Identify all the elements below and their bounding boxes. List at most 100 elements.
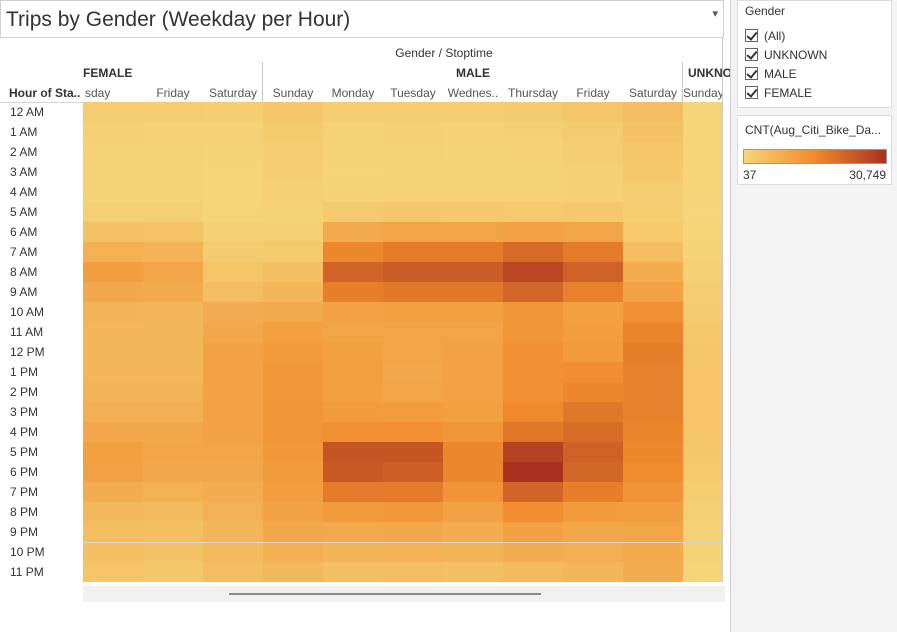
heatmap-cell[interactable]	[383, 462, 443, 482]
heatmap-cell[interactable]	[683, 102, 722, 122]
heatmap-cell[interactable]	[323, 422, 383, 442]
heatmap-cell[interactable]	[263, 282, 323, 302]
heatmap-cell[interactable]	[83, 142, 143, 162]
heatmap-cell[interactable]	[383, 262, 443, 282]
gender-filter-item[interactable]: (All)	[745, 29, 785, 46]
title-dropdown-icon[interactable]: ▾	[712, 8, 718, 20]
heatmap-cell[interactable]	[623, 202, 683, 222]
heatmap-cell[interactable]	[143, 502, 203, 522]
heatmap-cell[interactable]	[83, 462, 143, 482]
heatmap-cell[interactable]	[83, 262, 143, 282]
heatmap-cell[interactable]	[263, 302, 323, 322]
heatmap-cell[interactable]	[143, 382, 203, 402]
heatmap-cell[interactable]	[683, 482, 722, 502]
heatmap-cell[interactable]	[563, 402, 623, 422]
heatmap-cell[interactable]	[203, 442, 263, 462]
heatmap-cell[interactable]	[323, 142, 383, 162]
heatmap-cell[interactable]	[683, 262, 722, 282]
heatmap-cell[interactable]	[143, 322, 203, 342]
heatmap-cell[interactable]	[623, 462, 683, 482]
heatmap-cell[interactable]	[623, 562, 683, 582]
heatmap-cell[interactable]	[503, 282, 563, 302]
heatmap-cell[interactable]	[263, 122, 323, 142]
heatmap-cell[interactable]	[503, 342, 563, 362]
heatmap-cell[interactable]	[203, 142, 263, 162]
heatmap-cell[interactable]	[443, 222, 503, 242]
heatmap-cell[interactable]	[443, 522, 503, 542]
heatmap-cell[interactable]	[323, 102, 383, 122]
heatmap-cell[interactable]	[323, 362, 383, 382]
heatmap-cell[interactable]	[383, 502, 443, 522]
heatmap-cell[interactable]	[383, 342, 443, 362]
heatmap-cell[interactable]	[563, 142, 623, 162]
heatmap-cell[interactable]	[623, 422, 683, 442]
heatmap-cell[interactable]	[383, 542, 443, 562]
heatmap-cell[interactable]	[263, 442, 323, 462]
heatmap-cell[interactable]	[263, 322, 323, 342]
heatmap-cell[interactable]	[503, 442, 563, 462]
heatmap-cell[interactable]	[383, 282, 443, 302]
heatmap-cell[interactable]	[443, 462, 503, 482]
heatmap-cell[interactable]	[623, 362, 683, 382]
heatmap-cell[interactable]	[563, 442, 623, 462]
heatmap-cell[interactable]	[683, 362, 722, 382]
heatmap-cell[interactable]	[203, 162, 263, 182]
heatmap-cell[interactable]	[203, 482, 263, 502]
heatmap-cell[interactable]	[323, 202, 383, 222]
heatmap-cell[interactable]	[503, 142, 563, 162]
heatmap-cell[interactable]	[203, 222, 263, 242]
heatmap-cell[interactable]	[143, 202, 203, 222]
heatmap-cell[interactable]	[143, 562, 203, 582]
heatmap-cell[interactable]	[263, 422, 323, 442]
heatmap-cell[interactable]	[683, 162, 722, 182]
heatmap-cell[interactable]	[383, 102, 443, 122]
heatmap-cell[interactable]	[263, 162, 323, 182]
heatmap-cell[interactable]	[683, 342, 722, 362]
heatmap-cell[interactable]	[323, 482, 383, 502]
heatmap-cell[interactable]	[503, 502, 563, 522]
heatmap-cell[interactable]	[623, 382, 683, 402]
heatmap-cell[interactable]	[443, 182, 503, 202]
heatmap-cell[interactable]	[263, 382, 323, 402]
heatmap-cell[interactable]	[563, 282, 623, 302]
heatmap-cell[interactable]	[203, 242, 263, 262]
heatmap-cell[interactable]	[683, 142, 722, 162]
heatmap-cell[interactable]	[503, 242, 563, 262]
heatmap-cell[interactable]	[563, 462, 623, 482]
heatmap-cell[interactable]	[143, 522, 203, 542]
heatmap-cell[interactable]	[383, 202, 443, 222]
heatmap-cell[interactable]	[383, 562, 443, 582]
heatmap-cell[interactable]	[203, 302, 263, 322]
heatmap-cell[interactable]	[383, 162, 443, 182]
heatmap-cell[interactable]	[623, 222, 683, 242]
horizontal-scrollbar[interactable]	[83, 586, 725, 602]
heatmap-cell[interactable]	[563, 202, 623, 222]
heatmap-cell[interactable]	[83, 282, 143, 302]
heatmap-cell[interactable]	[263, 142, 323, 162]
heatmap-cell[interactable]	[383, 302, 443, 322]
heatmap-cell[interactable]	[683, 282, 722, 302]
checkbox-checked-icon[interactable]	[745, 86, 758, 99]
heatmap-cell[interactable]	[83, 322, 143, 342]
heatmap-cell[interactable]	[203, 462, 263, 482]
heatmap-cell[interactable]	[83, 202, 143, 222]
heatmap-cell[interactable]	[263, 542, 323, 562]
heatmap-cell[interactable]	[263, 462, 323, 482]
heatmap-cell[interactable]	[323, 282, 383, 302]
heatmap-cell[interactable]	[683, 222, 722, 242]
heatmap-cell[interactable]	[683, 562, 722, 582]
heatmap-cell[interactable]	[563, 362, 623, 382]
heatmap-cell[interactable]	[503, 362, 563, 382]
heatmap-cell[interactable]	[563, 562, 623, 582]
heatmap-cell[interactable]	[623, 262, 683, 282]
heatmap-cell[interactable]	[143, 222, 203, 242]
gender-filter-item[interactable]: FEMALE	[745, 86, 812, 103]
heatmap-cell[interactable]	[263, 102, 323, 122]
heatmap-cell[interactable]	[443, 282, 503, 302]
heatmap-cell[interactable]	[83, 562, 143, 582]
heatmap-cell[interactable]	[143, 122, 203, 142]
heatmap-cell[interactable]	[623, 102, 683, 122]
heatmap-cell[interactable]	[443, 362, 503, 382]
heatmap-cell[interactable]	[443, 202, 503, 222]
heatmap-cell[interactable]	[563, 262, 623, 282]
